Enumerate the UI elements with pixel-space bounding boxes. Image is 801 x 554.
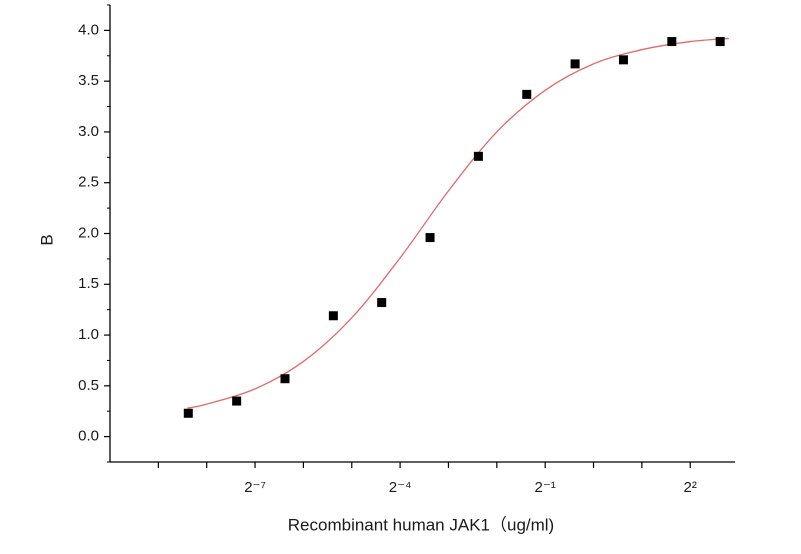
y-tick-label: 2.0 [78, 224, 99, 241]
y-tick-label: 2.5 [78, 174, 99, 191]
y-tick-label: 0.0 [78, 428, 99, 445]
y-tick-label: 3.0 [78, 123, 99, 140]
y-tick-label: 3.5 [78, 72, 99, 89]
y-axis-label: B [37, 234, 56, 245]
data-point [377, 298, 387, 308]
data-point [522, 89, 532, 99]
y-tick-label: 1.0 [78, 326, 99, 343]
y-tick-label: 1.5 [78, 275, 99, 292]
data-point [667, 37, 677, 47]
y-tick-label: 4.0 [78, 21, 99, 38]
data-point [715, 37, 725, 47]
fit-curve [187, 37, 729, 409]
data-point [473, 151, 483, 161]
data-point [232, 396, 242, 406]
x-tick-label: 2² [684, 479, 697, 496]
data-point [183, 408, 193, 418]
x-tick-label: 2⁻⁴ [389, 479, 412, 496]
x-tick-label: 2⁻¹ [535, 479, 556, 496]
y-tick-label: 0.5 [78, 377, 99, 394]
data-point [425, 233, 435, 243]
data-point [328, 311, 338, 321]
x-tick-label: 2⁻⁷ [244, 479, 266, 496]
data-point [280, 374, 290, 384]
data-point [570, 59, 580, 69]
x-axis-label: Recombinant human JAK1（ug/ml) [288, 515, 554, 534]
data-point [618, 55, 628, 65]
